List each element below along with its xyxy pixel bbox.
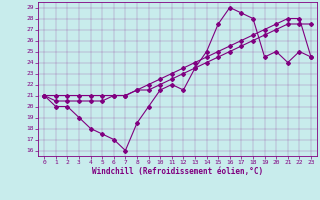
X-axis label: Windchill (Refroidissement éolien,°C): Windchill (Refroidissement éolien,°C) xyxy=(92,167,263,176)
